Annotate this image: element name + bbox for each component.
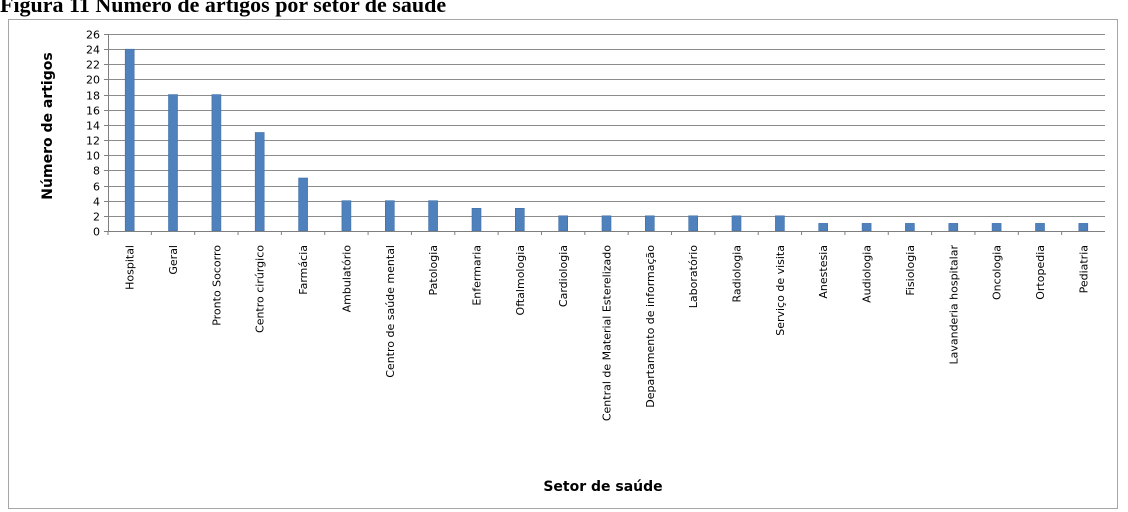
figure-caption: Figura 11 Número de artigos por setor de… xyxy=(0,0,446,18)
bar xyxy=(341,200,352,232)
figure-caption-label: Figura 11 xyxy=(0,0,90,17)
x-category-label: Radiologia xyxy=(731,245,744,302)
bar xyxy=(124,48,135,232)
y-tick-label: 2 xyxy=(93,211,100,224)
bar xyxy=(644,215,655,232)
y-tick-label: 16 xyxy=(86,105,100,118)
bar xyxy=(775,215,785,232)
x-category-label: Enfermaria xyxy=(471,245,484,306)
x-category-label: Pediatria xyxy=(1077,245,1090,293)
x-category-label: Centro de saúde mental xyxy=(384,245,397,378)
y-tick-label: 0 xyxy=(93,226,100,239)
y-tick-label: 24 xyxy=(86,44,100,57)
x-category-label: Geral xyxy=(167,245,180,275)
bar xyxy=(905,223,915,232)
x-axis-title: Setor de saúde xyxy=(543,479,662,495)
bar xyxy=(514,208,525,232)
x-category-label: Patologia xyxy=(427,245,440,296)
y-tick-label: 20 xyxy=(86,74,100,87)
y-tick-label: 22 xyxy=(86,59,100,72)
x-axis-category-labels: Hospital Geral Pronto Socorro Centro cirúrg… xyxy=(124,245,1091,422)
y-tick-label: 8 xyxy=(93,165,100,178)
y-tick-label: 18 xyxy=(86,90,100,103)
bar xyxy=(384,200,395,232)
figure-caption-text: Número de artigos por setor de saúde xyxy=(95,0,447,17)
x-category-label: Central de Material Esterelizado xyxy=(601,245,614,421)
y-axis-title: Número de artigos xyxy=(40,52,56,199)
x-category-label: Serviço de visita xyxy=(774,245,787,336)
x-category-label: Laboratório xyxy=(687,245,700,308)
y-tick-label: 12 xyxy=(86,135,100,148)
x-category-label: Oftalmologia xyxy=(514,245,527,315)
axes xyxy=(107,34,1105,235)
bar xyxy=(254,132,265,232)
bar xyxy=(428,200,438,232)
x-category-label: Ortopedia xyxy=(1034,245,1047,300)
x-category-label: Departamento de informação xyxy=(644,245,657,408)
x-category-label: Cardiologia xyxy=(557,245,570,307)
bar xyxy=(168,94,178,232)
bar xyxy=(1035,223,1045,232)
x-category-label: Lavanderia hospitalar xyxy=(947,245,960,365)
bar xyxy=(471,208,482,232)
x-category-label: Ambulatório xyxy=(340,245,353,313)
x-category-label: Hospital xyxy=(124,245,137,290)
gridlines xyxy=(108,34,1105,217)
bar xyxy=(298,177,308,232)
bar xyxy=(1078,223,1089,232)
x-category-label: Fisiologia xyxy=(904,245,917,296)
y-tick-label: 6 xyxy=(93,181,100,194)
bar xyxy=(688,215,699,232)
x-category-label: Centro cirúrgico xyxy=(254,245,267,333)
bar xyxy=(601,215,612,232)
chart-frame xyxy=(8,19,1118,509)
bar xyxy=(731,215,742,232)
y-tick-label: 4 xyxy=(93,196,100,209)
y-tick-label: 14 xyxy=(86,120,100,133)
bar xyxy=(558,215,569,232)
x-category-label: Oncologia xyxy=(991,245,1004,300)
bar xyxy=(861,223,872,232)
y-tick-label: 26 xyxy=(86,29,100,42)
bar xyxy=(991,223,1002,232)
bar xyxy=(211,94,222,232)
x-category-label: Pronto Socorro xyxy=(210,245,223,326)
bar xyxy=(818,223,829,232)
x-category-label: Farmácia xyxy=(297,245,310,295)
y-tick-label: 10 xyxy=(86,150,100,163)
x-category-label: Audiologia xyxy=(861,245,874,303)
bar xyxy=(948,223,959,232)
x-category-label: Anestesia xyxy=(817,245,830,299)
